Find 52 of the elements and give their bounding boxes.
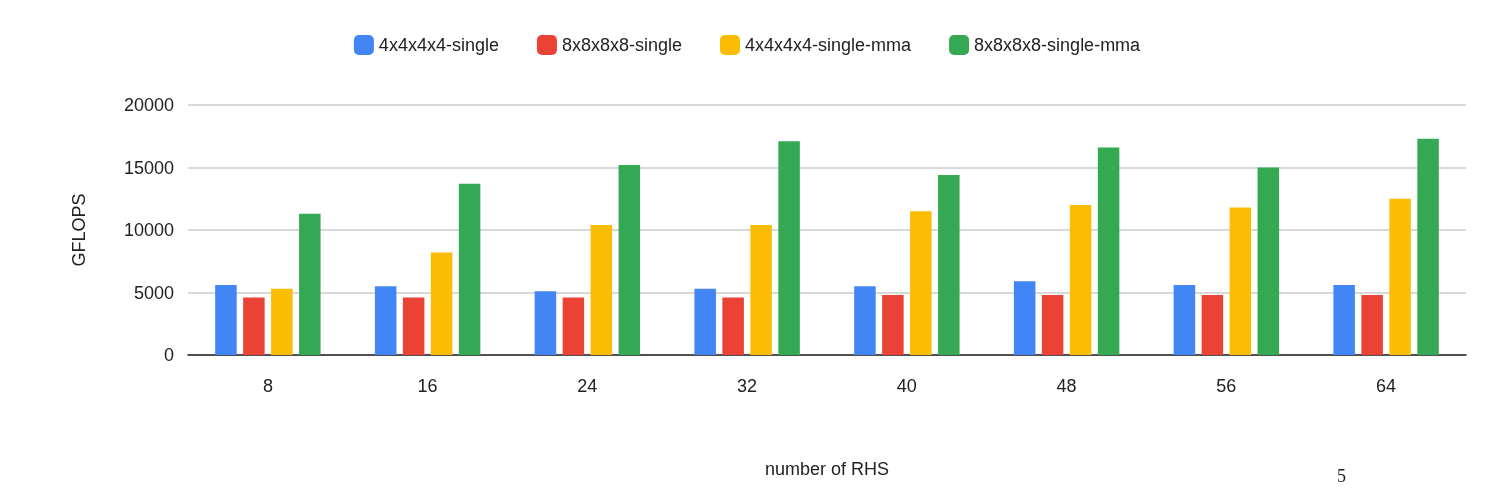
bar xyxy=(910,211,932,355)
bar xyxy=(271,288,293,355)
x-tick-label: 24 xyxy=(577,376,598,396)
bar xyxy=(1361,295,1383,355)
bar xyxy=(778,141,800,355)
y-tick-label: 10000 xyxy=(123,220,174,240)
bar xyxy=(458,183,481,355)
bar xyxy=(562,297,585,355)
bar xyxy=(1069,205,1092,355)
x-axis-title: number of RHS xyxy=(764,459,890,479)
bar xyxy=(1257,167,1280,355)
legend-label: 4x4x4x4-single-mma xyxy=(745,35,913,55)
x-tick-label: 8 xyxy=(262,376,273,396)
bar xyxy=(1013,281,1036,355)
bar xyxy=(1389,198,1411,355)
bar xyxy=(1097,147,1120,355)
x-tick-label: 16 xyxy=(417,376,438,396)
bar xyxy=(1229,207,1252,355)
bar xyxy=(299,213,321,355)
bar xyxy=(694,288,716,355)
bar xyxy=(882,295,904,355)
bar xyxy=(374,286,397,355)
legend-label: 8x8x8x8-single-mma xyxy=(974,35,1142,55)
x-tick-label: 48 xyxy=(1056,376,1077,396)
x-tick-label: 64 xyxy=(1376,376,1397,396)
y-tick-label: 0 xyxy=(163,345,174,365)
y-axis-title: GFLOPS xyxy=(69,193,89,267)
bar xyxy=(1041,295,1064,355)
bar xyxy=(430,252,453,355)
bar xyxy=(750,225,772,355)
bar xyxy=(722,297,744,355)
bar xyxy=(215,285,237,355)
bar xyxy=(1417,138,1439,355)
bar xyxy=(854,286,876,355)
bar xyxy=(590,225,613,355)
legend-label: 4x4x4x4-single xyxy=(378,35,499,55)
x-tick-label: 32 xyxy=(737,376,758,396)
legend-label: 8x8x8x8-single xyxy=(561,35,683,55)
y-tick-label: 15000 xyxy=(123,157,174,178)
bar xyxy=(1333,285,1355,355)
bar xyxy=(618,165,641,355)
bar xyxy=(243,297,265,355)
bar xyxy=(1173,285,1196,355)
y-tick-label: 20000 xyxy=(123,95,174,115)
bar xyxy=(402,297,425,355)
x-tick-label: 40 xyxy=(896,376,917,396)
bar xyxy=(1201,295,1224,355)
text: 5 xyxy=(1337,466,1346,486)
bar xyxy=(938,175,960,355)
y-tick-label: 5000 xyxy=(133,282,174,303)
x-tick-label: 56 xyxy=(1216,376,1237,396)
bar xyxy=(534,291,557,355)
